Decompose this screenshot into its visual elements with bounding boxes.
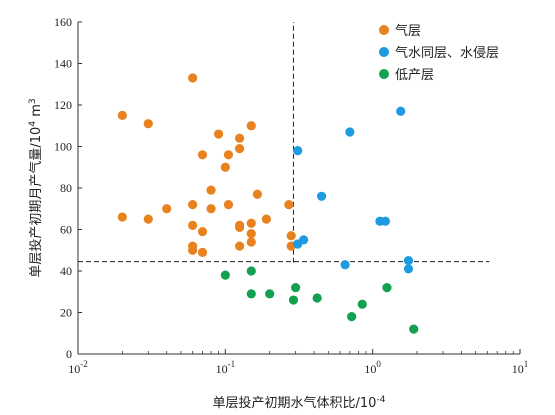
data-point-series-3 xyxy=(291,283,301,293)
y-axis-title-sup: 4 xyxy=(28,121,38,127)
reference-lines xyxy=(78,22,490,263)
y-tick-label: 100 xyxy=(54,140,72,154)
x-tick-label: 101 xyxy=(512,359,529,376)
y-axis-title: 单层投产初期月产气量/104 m3 xyxy=(28,98,44,277)
x-tick-label: 10-2 xyxy=(68,359,88,376)
data-point-series-1 xyxy=(188,200,198,210)
data-point-series-3 xyxy=(357,299,367,309)
data-point-series-3 xyxy=(312,293,322,303)
data-point-series-1 xyxy=(235,222,245,233)
y-axis-title-unit-sup: 3 xyxy=(28,98,38,104)
legend-label-series-3: 低产层 xyxy=(395,68,434,83)
y-tick-label: 60 xyxy=(60,223,72,237)
data-point-series-1 xyxy=(286,231,296,241)
legend-marker-series-3 xyxy=(379,69,389,79)
data-point-series-1 xyxy=(206,204,216,214)
y-axis-title-text: 单层投产初期月产气量/10 xyxy=(28,127,44,278)
y-tick-label: 140 xyxy=(54,57,72,71)
data-points xyxy=(117,73,419,334)
data-point-series-3 xyxy=(409,324,419,334)
data-point-series-1 xyxy=(188,245,198,255)
data-point-series-3 xyxy=(288,295,299,305)
data-point-series-1 xyxy=(117,110,127,120)
data-point-series-2 xyxy=(403,256,414,266)
data-point-series-3 xyxy=(220,270,230,280)
data-point-series-1 xyxy=(143,214,153,224)
x-tick-label: 100 xyxy=(364,359,381,376)
x-axis-title-text: 单层投产初期水气体积比/10 xyxy=(213,395,377,411)
data-point-series-1 xyxy=(261,214,272,224)
data-point-series-1 xyxy=(246,121,256,131)
data-point-series-1 xyxy=(252,189,262,199)
data-point-series-2 xyxy=(316,191,327,201)
data-point-series-3 xyxy=(265,289,275,299)
data-point-series-2 xyxy=(403,264,414,274)
data-point-series-1 xyxy=(162,204,172,214)
data-point-series-1 xyxy=(246,218,256,228)
y-tick-label: 80 xyxy=(60,181,72,195)
data-point-series-2 xyxy=(340,260,350,270)
data-point-series-1 xyxy=(197,247,208,257)
x-axis-title: 单层投产初期水气体积比/10-4 xyxy=(213,395,386,411)
data-point-series-2 xyxy=(345,127,355,137)
y-tick-label: 120 xyxy=(54,98,72,112)
data-point-series-1 xyxy=(117,212,127,222)
data-point-series-1 xyxy=(246,229,256,239)
data-point-series-2 xyxy=(380,216,390,226)
data-point-series-2 xyxy=(299,235,309,245)
data-point-series-1 xyxy=(188,220,198,230)
legend-label-series-2: 气水同层、水侵层 xyxy=(395,45,499,61)
data-point-series-1 xyxy=(223,150,234,160)
axis-ticks: 0 20 40 60 80 100 120 140 160 10-2 10-1 100 101 xyxy=(54,15,528,376)
data-point-series-1 xyxy=(235,241,245,251)
legend-marker-series-2 xyxy=(379,47,389,57)
data-point-series-3 xyxy=(347,312,357,322)
legend-marker-series-1 xyxy=(379,25,389,35)
data-point-series-1 xyxy=(235,133,245,143)
y-tick-label: 40 xyxy=(60,264,72,278)
data-point-series-1 xyxy=(220,162,230,172)
data-point-series-1 xyxy=(143,119,153,129)
data-point-series-2 xyxy=(396,106,406,116)
data-point-series-1 xyxy=(246,237,256,247)
y-tick-label: 160 xyxy=(54,15,72,29)
data-point-series-2 xyxy=(293,146,303,156)
data-point-series-3 xyxy=(382,283,392,293)
data-point-series-1 xyxy=(213,129,224,139)
data-point-series-1 xyxy=(284,200,294,210)
data-point-series-1 xyxy=(188,73,198,83)
y-axis-title-unit: m xyxy=(29,104,44,121)
data-point-series-3 xyxy=(246,289,256,299)
legend-label-series-1: 气层 xyxy=(395,23,421,39)
y-tick-label: 20 xyxy=(60,306,72,320)
plot-area xyxy=(77,22,520,355)
data-point-series-3 xyxy=(246,266,256,276)
data-point-series-1 xyxy=(235,143,245,154)
data-point-series-1 xyxy=(197,226,208,237)
data-point-series-1 xyxy=(223,200,234,210)
data-point-series-1 xyxy=(197,150,208,160)
y-tick-label: 0 xyxy=(66,347,72,361)
x-axis-title-sup: -4 xyxy=(376,395,385,405)
data-point-series-1 xyxy=(206,185,216,195)
x-tick-label: 10-1 xyxy=(216,359,236,376)
